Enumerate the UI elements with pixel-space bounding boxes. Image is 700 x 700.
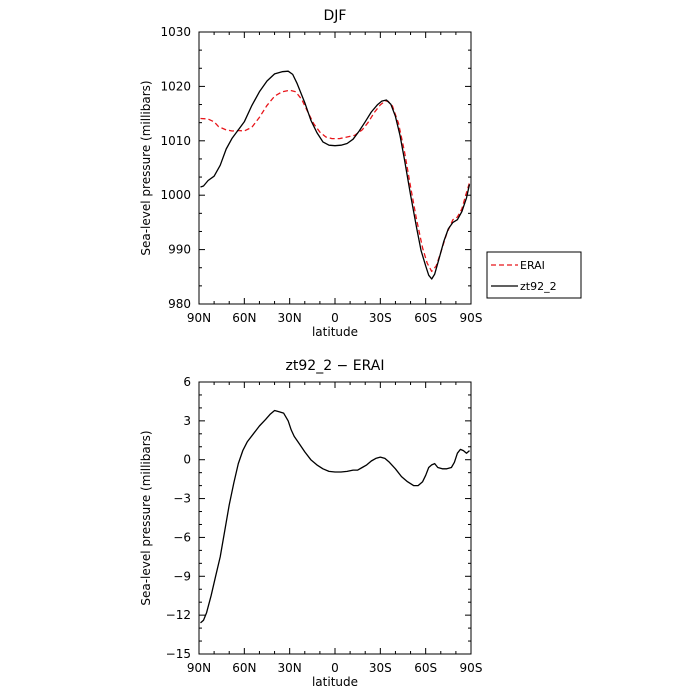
y-tick-label: −3 bbox=[173, 492, 191, 506]
x-tick-label: 90S bbox=[460, 661, 483, 675]
x-axis-label: latitude bbox=[312, 675, 358, 689]
x-tick-label: 60S bbox=[414, 661, 437, 675]
y-tick-label: 3 bbox=[183, 414, 191, 428]
x-tick-label: 0 bbox=[331, 311, 339, 325]
erai-series-line bbox=[200, 89, 471, 273]
y-tick-label: 1000 bbox=[160, 188, 191, 202]
x-axis-label: latitude bbox=[312, 325, 358, 339]
plot-frame bbox=[198, 381, 472, 655]
legend: ERAI zt92_2 bbox=[486, 251, 582, 299]
zt92-2-series-line bbox=[200, 70, 471, 280]
y-tick-label: 1020 bbox=[160, 79, 191, 93]
x-tick-label: 60S bbox=[414, 311, 437, 325]
x-tick-label: 60N bbox=[232, 661, 256, 675]
chart-title: zt92_2 − ERAI bbox=[286, 358, 385, 374]
plot-frame bbox=[198, 31, 472, 305]
legend-label: ERAI bbox=[520, 259, 545, 272]
y-tick-label: −6 bbox=[173, 530, 191, 544]
y-axis-label: Sea-level pressure (millibars) bbox=[139, 80, 153, 255]
y-tick-label: −12 bbox=[166, 608, 191, 622]
y-tick-label: 990 bbox=[168, 243, 191, 257]
x-tick-label: 90N bbox=[187, 661, 211, 675]
x-tick-label: 90N bbox=[187, 311, 211, 325]
x-tick-label: 30N bbox=[278, 661, 302, 675]
x-tick-label: 60N bbox=[232, 311, 256, 325]
y-tick-label: 1030 bbox=[160, 25, 191, 39]
x-tick-label: 30S bbox=[369, 661, 392, 675]
x-tick-label: 30N bbox=[278, 311, 302, 325]
difference-series-line bbox=[200, 409, 470, 624]
bottom-panel-difference: zt92_2 − ERAI 90N 60N 30N 0 30S 60S 90S −15 −12 −9… bbox=[139, 358, 482, 689]
y-tick-label: −15 bbox=[166, 647, 191, 661]
x-tick-label: 90S bbox=[460, 311, 483, 325]
x-tick-label: 30S bbox=[369, 311, 392, 325]
y-tick-label: 1010 bbox=[160, 134, 191, 148]
x-tick-label: 0 bbox=[331, 661, 339, 675]
y-tick-label: 0 bbox=[183, 453, 191, 467]
legend-box bbox=[486, 251, 582, 299]
y-tick-label: −9 bbox=[173, 569, 191, 583]
top-panel-djf: DJF 90N 60N 30N 0 30S 60S 90S 980 990 1000 1010 1020… bbox=[139, 8, 582, 339]
y-axis-label: Sea-level pressure (millibars) bbox=[139, 430, 153, 605]
legend-label: zt92_2 bbox=[520, 280, 557, 293]
chart-title: DJF bbox=[324, 8, 347, 24]
y-tick-label: 980 bbox=[168, 297, 191, 311]
y-tick-label: 6 bbox=[183, 375, 191, 389]
